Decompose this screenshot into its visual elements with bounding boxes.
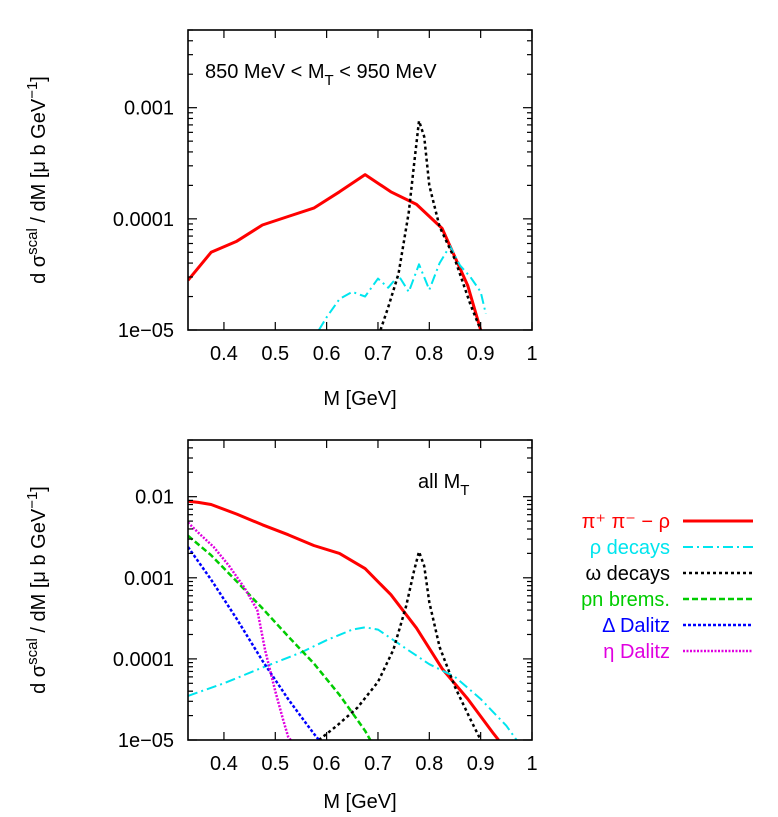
panel2-series-pipi	[188, 499, 500, 740]
panel1-x-axis-label: M [GeV]	[323, 388, 396, 410]
panel2-y-tick-label: 1e−05	[118, 730, 174, 752]
legend-item-delta: Δ Dalitz	[602, 615, 753, 637]
panel1-plot-frame	[187, 29, 533, 331]
panel1-y-tick-label: 1e−05	[118, 320, 174, 342]
panel1-y-tick-label: 0.0001	[113, 209, 174, 231]
legend-item-omega: ω decays	[585, 563, 753, 585]
legend-label-eta: η Dalitz	[603, 641, 670, 663]
panel1-series-rho	[318, 245, 487, 330]
panel1-x-tick-label: 0.8	[415, 343, 443, 365]
panel1-series-pipi	[188, 173, 483, 330]
panel2-series-delta	[188, 546, 320, 740]
panel1-x-tick-label: 0.6	[313, 343, 341, 365]
panel2-x-tick-label: 0.5	[261, 753, 289, 775]
legend-item-rho: ρ decays	[590, 537, 753, 559]
panel1-annotation: 850 MeV < MT < 950 MeV	[205, 61, 437, 89]
legend-label-rho: ρ decays	[590, 537, 670, 559]
panel2-series-eta	[188, 521, 292, 740]
panel2-y-axis-label: d σscal / dM [μ b GeV−1]	[24, 486, 50, 694]
panel2-x-tick-label: 0.7	[364, 753, 392, 775]
panel1-x-tick-label: 0.7	[364, 343, 392, 365]
legend-item-eta: η Dalitz	[603, 641, 753, 663]
panel2-x-tick-label: 0.9	[467, 753, 495, 775]
legend-label-omega: ω decays	[585, 563, 670, 585]
panel2-y-tick-label: 0.0001	[113, 649, 174, 671]
panel2-chart: 0.4 0.5 0.6 0.7 0.8 0.9 1 1e−05 0.0001 0.001 0.01 a…	[24, 439, 538, 813]
legend: π⁺ π⁻ − ρ ρ decays ω decays pn brems. Δ Dali…	[581, 511, 753, 663]
legend-label-pipi: π⁺ π⁻ − ρ	[582, 511, 670, 533]
legend-label-delta: Δ Dalitz	[602, 615, 670, 637]
panel1-series-omega	[379, 119, 482, 330]
legend-label-pn: pn brems.	[581, 589, 670, 611]
panel2-annotation: all MT	[418, 471, 469, 499]
panel2-y-tick-label: 0.001	[124, 568, 174, 590]
panel2-x-axis-label: M [GeV]	[323, 791, 396, 813]
panel2-x-tick-label: 1	[526, 753, 537, 775]
panel2-x-tick-label: 0.8	[415, 753, 443, 775]
panel2-plot-frame	[187, 439, 533, 741]
panel1-y-tick-label: 0.001	[124, 98, 174, 120]
panel2-x-tick-label: 0.6	[313, 753, 341, 775]
panel2-series-rho	[188, 626, 518, 740]
panel1-x-tick-label: 1	[526, 343, 537, 365]
legend-item-pn: pn brems.	[581, 589, 753, 611]
panel2-series-omega	[318, 550, 482, 740]
panel1-x-tick-label: 0.4	[210, 343, 238, 365]
panel2-y-tick-label: 0.01	[135, 487, 174, 509]
panel1-y-axis-label: d σscal / dM [μ b GeV−1]	[24, 76, 50, 284]
panel1-x-tick-label: 0.5	[261, 343, 289, 365]
panel1-chart: 0.4 0.5 0.6 0.7 0.8 0.9 1 1e−05 0.0001 0.001 850 M…	[24, 29, 538, 410]
legend-item-pipi: π⁺ π⁻ − ρ	[582, 511, 753, 533]
panel1-x-tick-label: 0.9	[467, 343, 495, 365]
panel2-x-tick-label: 0.4	[210, 753, 238, 775]
